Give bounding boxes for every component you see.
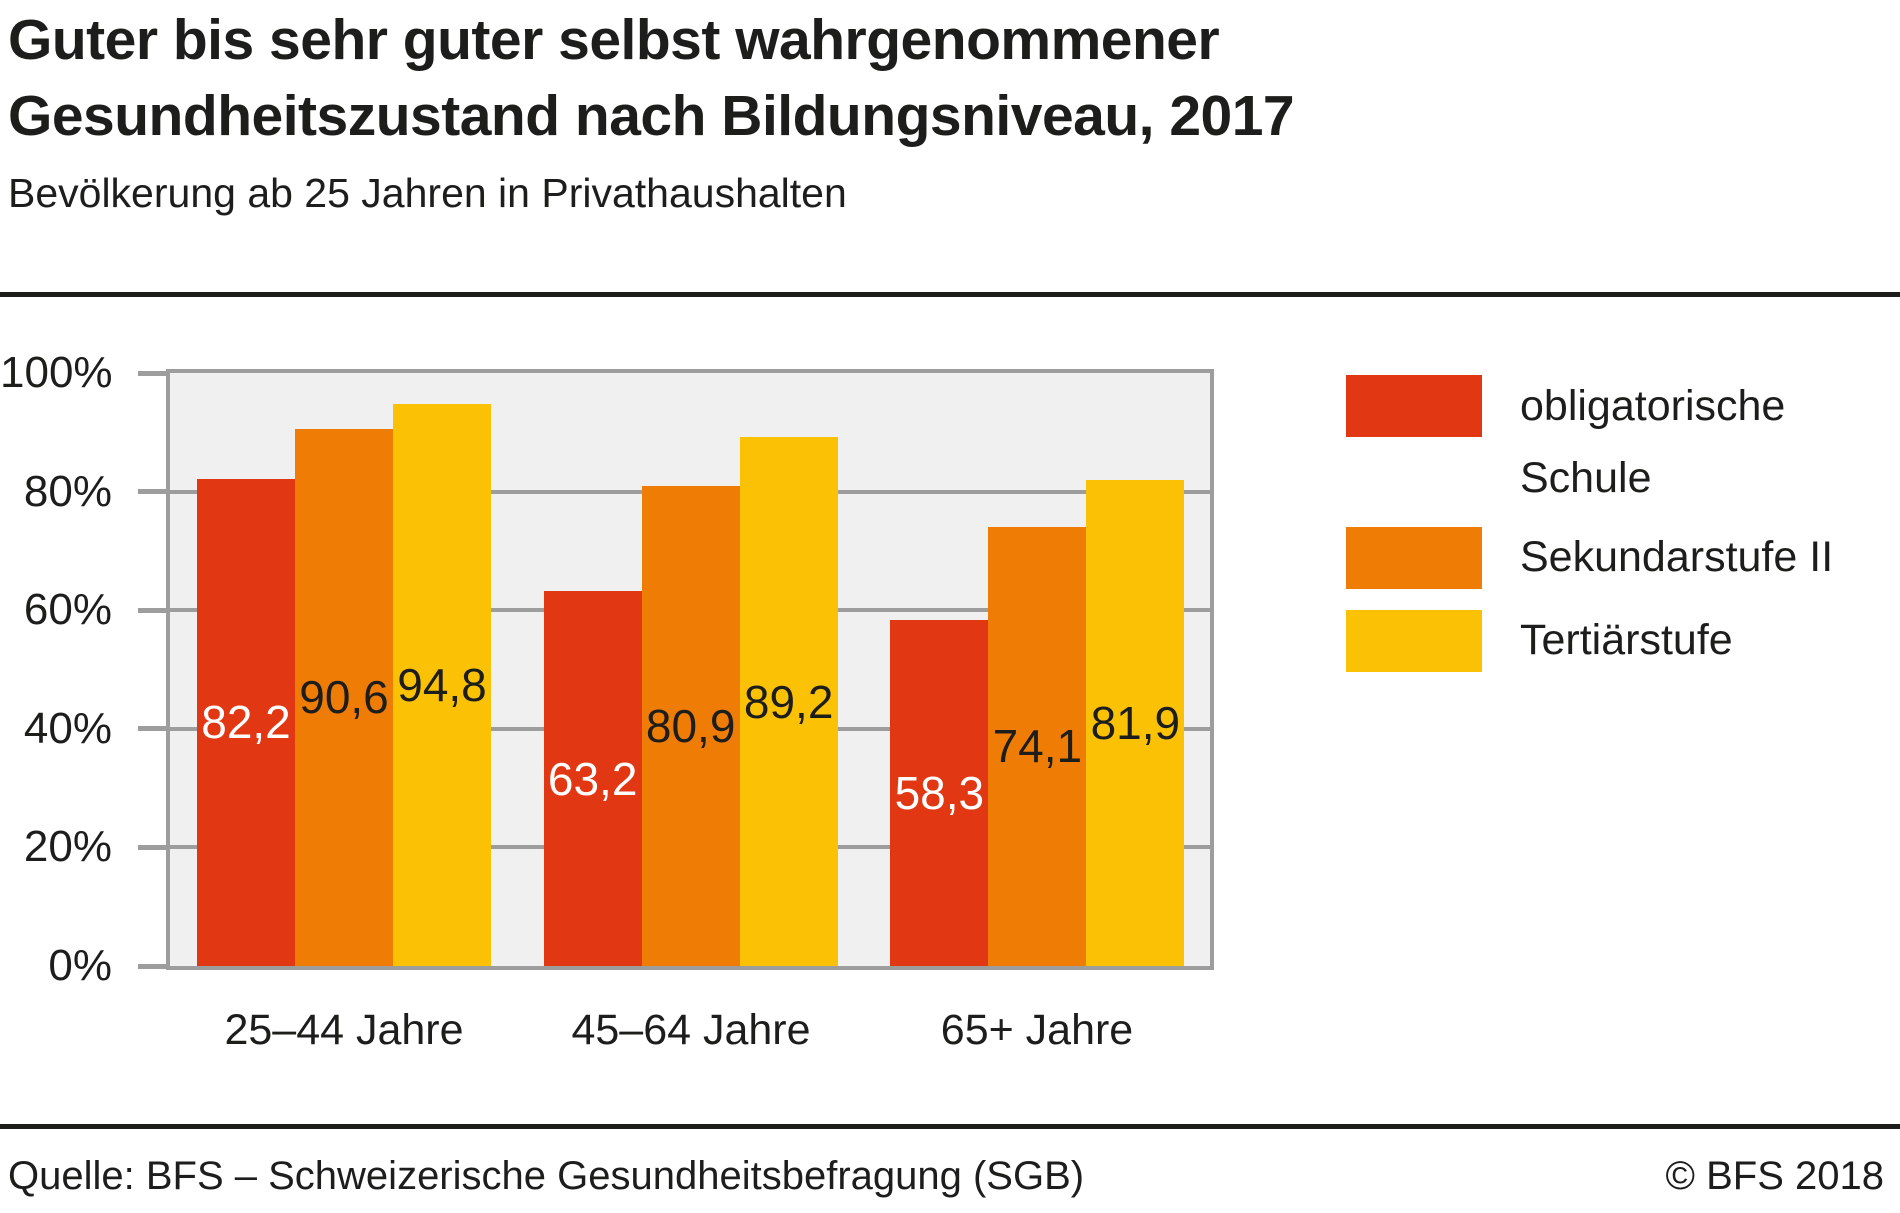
y-axis-tick <box>138 370 170 376</box>
bar: 82,2 <box>197 478 295 966</box>
copyright-note: © BFS 2018 <box>1665 1154 1884 1198</box>
footer-divider-rule <box>0 1124 1900 1129</box>
bar: 90,6 <box>295 428 393 966</box>
chart-subtitle: Bevölkerung ab 25 Jahren in Privathausha… <box>8 170 847 216</box>
bar: 80,9 <box>641 486 740 966</box>
x-axis-label-45-64-jahre: 45–64 Jahre <box>571 1006 811 1054</box>
bar: 74,1 <box>988 526 1087 966</box>
bar-value-label: 63,2 <box>547 752 638 805</box>
legend-swatch-obligatorische-schule <box>1346 375 1482 437</box>
y-axis-tick-label: 40% <box>23 703 112 753</box>
bar-value-label: 80,9 <box>645 700 736 753</box>
y-axis-tick-label: 60% <box>23 585 112 635</box>
header-divider-rule <box>0 292 1900 297</box>
y-axis-tick <box>138 607 170 613</box>
bar-value-label: 94,8 <box>397 658 487 711</box>
y-axis-tick <box>138 726 170 732</box>
bar-value-label: 58,3 <box>894 767 985 820</box>
bar: 94,8 <box>393 403 491 966</box>
bar-value-label: 81,9 <box>1090 697 1181 750</box>
bar: 89,2 <box>739 437 838 966</box>
chart-title: Guter bis sehr guter selbst wahrgenommen… <box>8 2 1295 154</box>
chart-title-line2: Gesundheitszustand nach Bildungsniveau, … <box>8 84 1295 148</box>
x-axis-label-25-44-jahre: 25–44 Jahre <box>224 1006 464 1054</box>
bar-value-label: 74,1 <box>992 720 1083 773</box>
chart-title-line1: Guter bis sehr guter selbst wahrgenommen… <box>8 8 1220 72</box>
legend-swatch-sekundarstufe-2 <box>1346 527 1482 589</box>
bar-value-label: 90,6 <box>299 671 389 724</box>
y-axis-tick <box>138 963 170 969</box>
legend-label-tertiaerstufe: Tertiärstufe <box>1520 616 1733 664</box>
bar: 58,3 <box>890 620 989 966</box>
y-axis-tick-label: 80% <box>23 466 112 516</box>
legend-label-sekundarstufe-2: Sekundarstufe II <box>1520 533 1834 581</box>
plot-area: 82,2 90,6 94,8 63,2 80,9 89,2 58,3 74,1 81,9 <box>166 369 1214 970</box>
x-axis-label-65-plus-jahre: 65+ Jahre <box>940 1006 1134 1054</box>
y-axis-tick-label: 0% <box>48 941 112 990</box>
legend-label-obligatorische-schule: obligatorische Schule <box>1520 382 1786 502</box>
y-axis-tick <box>138 489 170 495</box>
bar: 81,9 <box>1086 480 1185 966</box>
y-axis-tick-label: 100% <box>0 348 113 397</box>
y-axis-tick <box>138 844 170 850</box>
y-axis-tick-label: 20% <box>23 822 112 872</box>
bar: 63,2 <box>543 591 642 966</box>
legend-swatch-tertiaerstufe <box>1346 610 1482 672</box>
bar-value-label: 82,2 <box>201 696 291 749</box>
source-note: Quelle: BFS – Schweizerische Gesundheits… <box>8 1154 1085 1198</box>
bar-value-label: 89,2 <box>743 675 834 728</box>
y-axis: 100% 80% 60% 40% 20% 0% <box>0 348 170 990</box>
